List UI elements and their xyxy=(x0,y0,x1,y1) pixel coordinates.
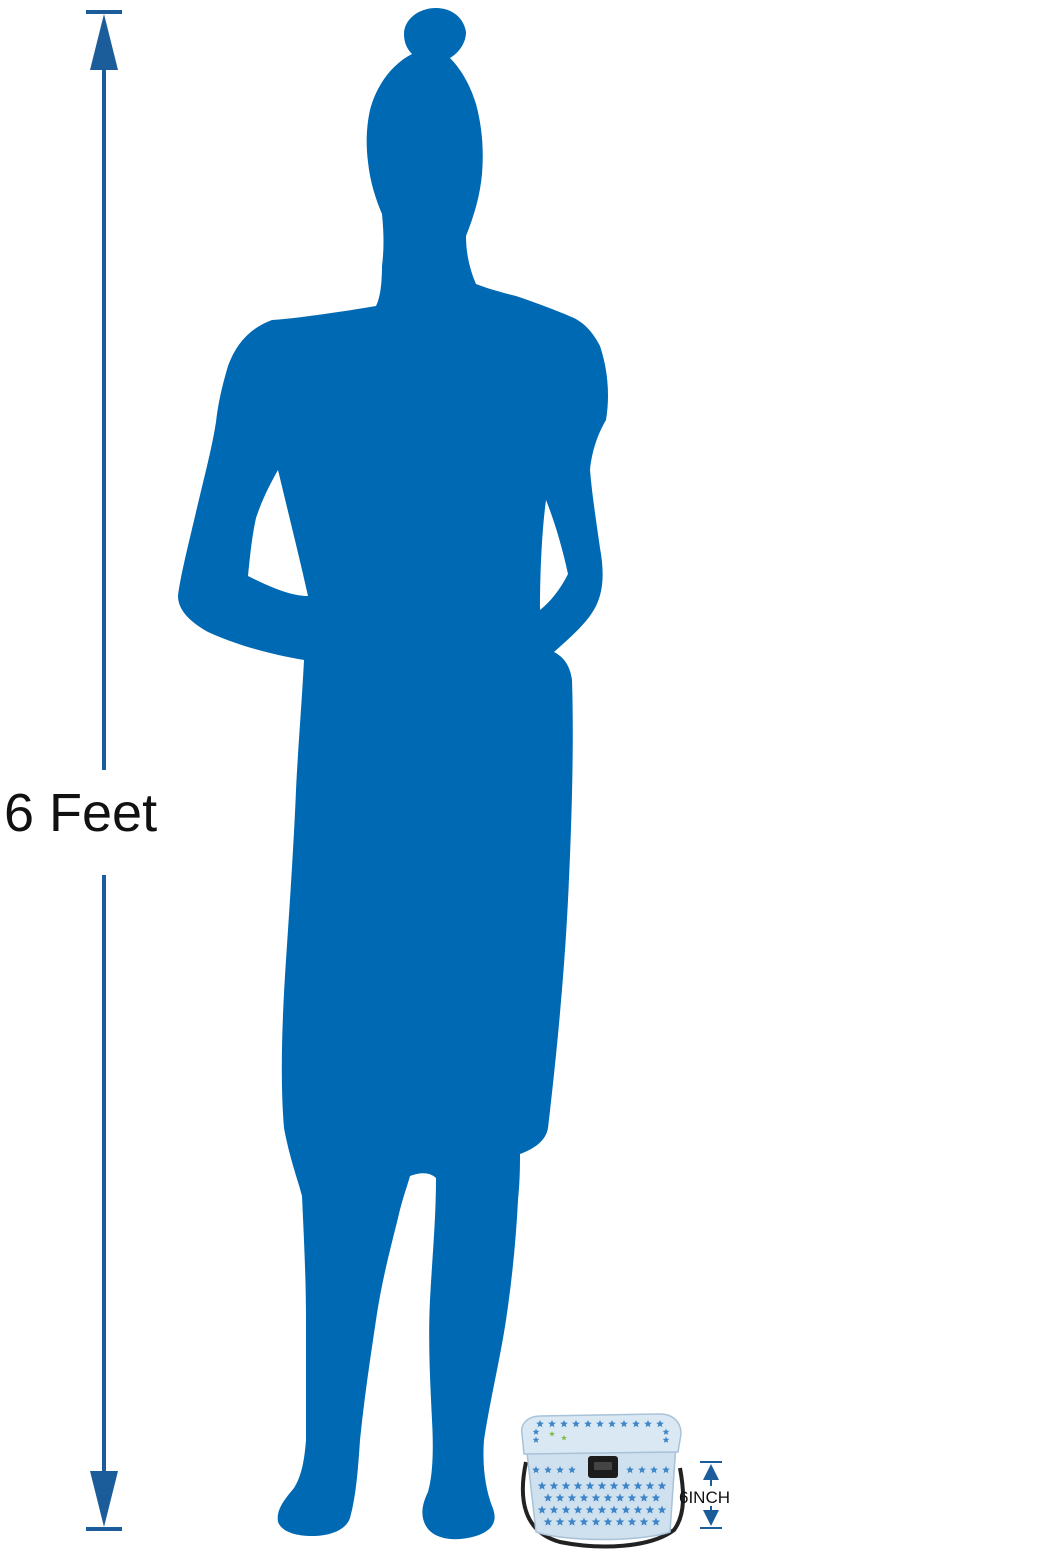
star-mark xyxy=(633,1505,643,1514)
star-mark xyxy=(584,1420,592,1428)
star-mark xyxy=(639,1493,649,1502)
star-mark xyxy=(632,1420,640,1428)
box-height-dimension-arrow xyxy=(700,1461,722,1529)
star-mark xyxy=(620,1420,628,1428)
star-mark xyxy=(548,1420,556,1428)
star-mark xyxy=(549,1505,559,1514)
star-mark xyxy=(596,1420,604,1428)
height-dimension-arrow xyxy=(86,10,122,1531)
star-mark xyxy=(591,1493,601,1502)
person-silhouette-icon xyxy=(178,8,608,1540)
box-star-pattern xyxy=(532,1420,670,1526)
star-mark xyxy=(536,1420,544,1428)
star-mark xyxy=(626,1466,634,1474)
star-mark xyxy=(638,1466,646,1474)
star-mark xyxy=(561,1505,571,1514)
star-mark xyxy=(597,1505,607,1514)
star-mark xyxy=(603,1517,613,1526)
up-arrowhead-icon xyxy=(90,14,118,70)
star-mark xyxy=(609,1505,619,1514)
star-mark xyxy=(568,1466,576,1474)
star-mark xyxy=(561,1481,571,1490)
star-mark xyxy=(645,1481,655,1490)
inch-down-arrowhead-icon xyxy=(703,1510,719,1526)
star-mark xyxy=(621,1505,631,1514)
star-mark xyxy=(657,1505,667,1514)
box-handle xyxy=(520,1461,686,1549)
star-mark xyxy=(579,1493,589,1502)
star-mark xyxy=(573,1505,583,1514)
box-lid xyxy=(520,1413,682,1455)
star-mark xyxy=(560,1420,568,1428)
star-mark xyxy=(537,1481,547,1490)
box-body xyxy=(525,1443,677,1541)
star-mark xyxy=(549,1481,559,1490)
star-mark xyxy=(662,1436,670,1443)
star-mark xyxy=(644,1420,652,1428)
star-mark xyxy=(556,1466,564,1474)
star-mark xyxy=(633,1481,643,1490)
star-mark xyxy=(639,1517,649,1526)
star-mark xyxy=(555,1493,565,1502)
star-mark xyxy=(662,1466,670,1474)
star-mark xyxy=(585,1481,595,1490)
star-mark xyxy=(657,1481,667,1490)
star-mark xyxy=(645,1505,655,1514)
star-mark xyxy=(555,1517,565,1526)
star-mark xyxy=(549,1431,555,1437)
star-mark xyxy=(627,1517,637,1526)
inch-up-arrowhead-icon xyxy=(703,1464,719,1480)
star-mark xyxy=(597,1481,607,1490)
star-mark xyxy=(561,1435,567,1441)
star-mark xyxy=(603,1493,613,1502)
star-mark xyxy=(532,1436,540,1443)
star-mark xyxy=(651,1517,661,1526)
star-mark xyxy=(608,1420,616,1428)
star-mark xyxy=(650,1466,658,1474)
star-mark xyxy=(579,1517,589,1526)
star-mark xyxy=(567,1517,577,1526)
star-mark xyxy=(591,1517,601,1526)
star-mark xyxy=(615,1493,625,1502)
box-height-label: 6INCH xyxy=(679,1488,731,1507)
star-mark xyxy=(615,1517,625,1526)
star-mark xyxy=(532,1428,540,1435)
storage-box-icon xyxy=(520,1413,686,1549)
star-mark xyxy=(543,1493,553,1502)
star-mark xyxy=(544,1466,552,1474)
star-mark xyxy=(662,1428,670,1435)
star-mark xyxy=(627,1493,637,1502)
star-mark xyxy=(656,1420,664,1428)
star-mark xyxy=(567,1493,577,1502)
star-mark xyxy=(651,1493,661,1502)
person-height-label: 6 Feet xyxy=(4,783,158,843)
star-mark xyxy=(537,1505,547,1514)
box-latch-slot xyxy=(594,1462,612,1470)
star-mark xyxy=(532,1466,540,1474)
star-mark xyxy=(543,1517,553,1526)
star-mark xyxy=(609,1481,619,1490)
star-mark xyxy=(585,1505,595,1514)
star-mark xyxy=(621,1481,631,1490)
star-mark xyxy=(572,1420,580,1428)
down-arrowhead-icon xyxy=(90,1471,118,1527)
star-mark xyxy=(573,1481,583,1490)
